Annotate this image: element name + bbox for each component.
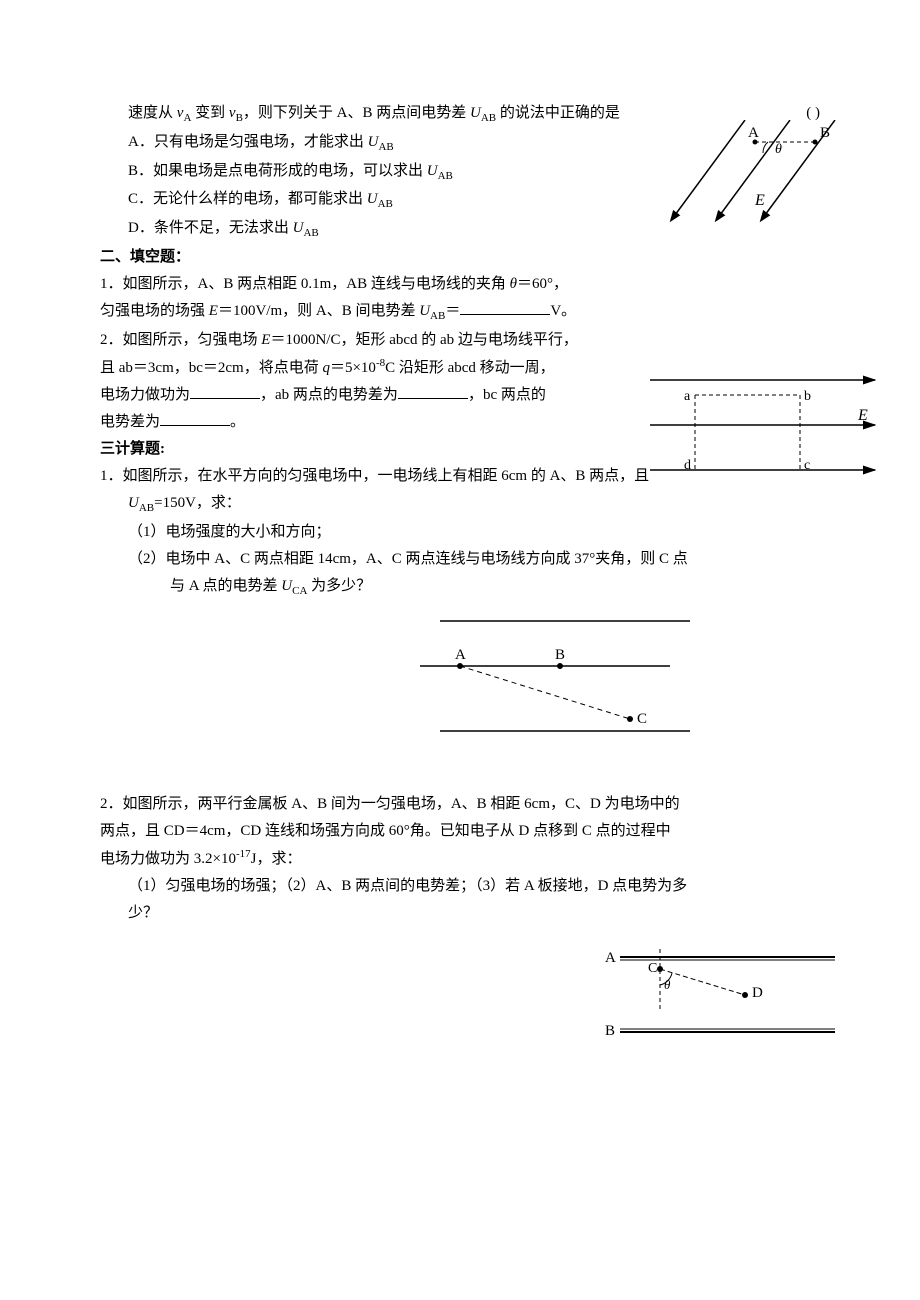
text: ＝5×10: [330, 360, 376, 376]
svg-text:θ: θ: [664, 977, 671, 992]
blank-input: [460, 300, 550, 315]
svg-text:E: E: [857, 407, 868, 424]
text: C 沿矩形 abcd 移动一周，: [385, 360, 555, 376]
figure-abc-field: A B C: [410, 611, 710, 751]
var-U: U: [281, 578, 292, 594]
text: ＝100V/m，则 A、B 间电势差: [218, 303, 419, 319]
svg-text:B: B: [820, 125, 830, 141]
text: 变到: [191, 105, 229, 121]
svg-text:A: A: [748, 125, 759, 141]
text: J，求：: [251, 851, 302, 867]
svg-text:A: A: [455, 647, 466, 663]
blank-input: [398, 384, 468, 399]
text: 速度从: [128, 105, 177, 121]
text: B．如果电场是点电荷形成的电场，可以求出: [128, 163, 427, 179]
sub-B: B: [236, 112, 243, 124]
var-U: U: [419, 303, 430, 319]
text: 匀强电场的场强: [100, 303, 209, 319]
sub-AB: AB: [139, 502, 154, 514]
sub-AB: AB: [378, 141, 393, 153]
text: 2．如图所示，匀强电场: [100, 332, 261, 348]
text: 电场力做功为: [100, 387, 190, 403]
calc1-q2b: 与 A 点的电势差 UCA 为多少？: [100, 573, 820, 602]
var-U: U: [367, 191, 378, 207]
text: 。: [230, 414, 245, 430]
calc1-q1: （1）电场强度的大小和方向；: [100, 519, 820, 546]
text: 为多少？: [307, 578, 371, 594]
blank-input: [190, 384, 260, 399]
sub-AB: AB: [481, 112, 496, 124]
var-vB: v: [229, 105, 236, 121]
svg-text:a: a: [684, 389, 691, 404]
var-U: U: [470, 105, 481, 121]
figure-rectangle-abcd: a b d c E: [650, 370, 880, 490]
calc2-line1: 2．如图所示，两平行金属板 A、B 间为一匀强电场，A、B 相距 6cm，C、D…: [100, 791, 820, 818]
calc1-line2: UAB=150V，求：: [100, 490, 820, 519]
var-U: U: [293, 220, 304, 236]
text: 电势差为: [100, 414, 160, 430]
text: A．只有电场是匀强电场，才能求出: [128, 134, 368, 150]
calc2-q-end: 少？: [100, 900, 820, 927]
svg-text:D: D: [752, 985, 763, 1001]
svg-text:C: C: [648, 961, 657, 976]
text: 与 A 点的电势差: [170, 578, 281, 594]
var-U: U: [128, 495, 139, 511]
var-q: q: [322, 360, 330, 376]
svg-text:B: B: [605, 1023, 615, 1039]
text: ＝1000N/C，矩形 abcd 的 ab 边与电场线平行，: [270, 332, 577, 348]
fill-q1-line1: 1．如图所示，A、B 两点相距 0.1m，AB 连线与电场线的夹角 θ＝60°，: [100, 271, 820, 298]
fill-q1-line2: 匀强电场的场强 E＝100V/m，则 A、B 间电势差 UAB＝ V。: [100, 298, 820, 327]
sub-AB: AB: [438, 170, 453, 182]
text: D．条件不足，无法求出: [128, 220, 293, 236]
svg-text:d: d: [684, 458, 691, 473]
calc2-line2: 两点，且 CD＝4cm，CD 连线和场强方向成 60°角。已知电子从 D 点移到…: [100, 818, 820, 845]
svg-text:B: B: [555, 647, 565, 663]
sub-AB: AB: [303, 227, 318, 239]
calc1-q2a: （2）电场中 A、C 两点相距 14cm，A、C 两点连线与电场线方向成 37°…: [100, 546, 820, 573]
text: 1．如图所示，A、B 两点相距 0.1m，AB 连线与电场线的夹角: [100, 276, 510, 292]
figure-parallel-plates: A B C θ D: [600, 937, 840, 1057]
text: V。: [550, 303, 576, 319]
figure-field-lines: A B θ E: [660, 120, 860, 230]
var-U: U: [427, 163, 438, 179]
page-content: 速度从 vA 变到 vB，则下列关于 A、B 两点间电势差 UAB 的说法中正确…: [100, 100, 820, 1067]
text: ，则下列关于 A、B 两点间电势差: [243, 105, 470, 121]
text: ＝: [445, 303, 460, 319]
calc2-line3: 电场力做功为 3.2×10-17J，求：: [100, 845, 820, 873]
section-fill-title: 二、填空题：: [100, 244, 820, 271]
calc2-q: （1）匀强电场的场强；（2）A、B 两点间的电势差；（3）若 A 板接地，D 点…: [100, 873, 820, 900]
var-U: U: [368, 134, 379, 150]
text: 且 ab＝3cm，bc＝2cm，将点电荷: [100, 360, 322, 376]
exp: -8: [376, 357, 385, 369]
sub-CA: CA: [292, 585, 307, 597]
svg-text:θ: θ: [775, 142, 782, 157]
svg-text:b: b: [804, 389, 811, 404]
blank-input: [160, 411, 230, 426]
svg-text:c: c: [804, 458, 810, 473]
text: C．无论什么样的电场，都可能求出: [128, 191, 367, 207]
fill-q2-line1: 2．如图所示，匀强电场 E＝1000N/C，矩形 abcd 的 ab 边与电场线…: [100, 327, 820, 354]
text: 的说法中正确的是: [496, 105, 620, 121]
text: ，bc 两点的: [468, 387, 546, 403]
sub-AB: AB: [430, 310, 445, 322]
text: =150V，求：: [154, 495, 241, 511]
text: 电场力做功为 3.2×10: [100, 851, 236, 867]
exp: -17: [236, 848, 251, 860]
var-theta: θ: [510, 276, 517, 292]
svg-text:E: E: [754, 192, 765, 209]
text: ，ab 两点的电势差为: [260, 387, 398, 403]
sub-AB: AB: [378, 198, 393, 210]
svg-text:C: C: [637, 711, 647, 727]
svg-text:A: A: [605, 950, 616, 966]
text: ＝60°，: [517, 276, 568, 292]
var-E: E: [209, 303, 218, 319]
